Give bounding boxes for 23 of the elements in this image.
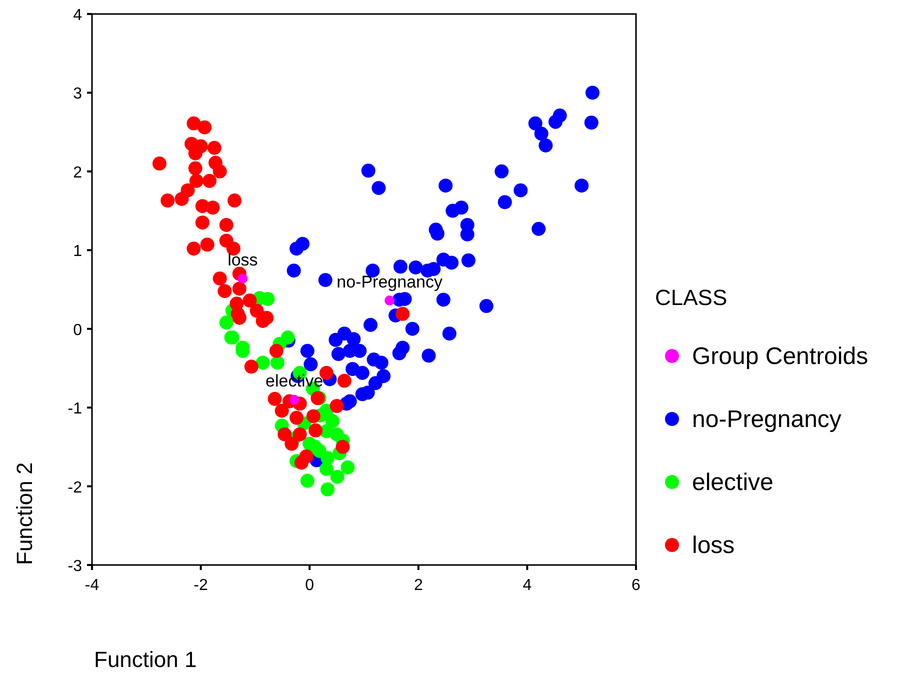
y-axis-title: Function 2 — [12, 462, 37, 565]
x-tick-label: 0 — [305, 577, 314, 594]
y-tick-label: 2 — [73, 164, 82, 182]
legend-label: Group Centroids — [692, 343, 868, 370]
y-tick-label: 1 — [73, 243, 82, 260]
y-tick-label: -2 — [68, 479, 82, 496]
y-tick-label: 0 — [73, 322, 82, 339]
x-tick-label: 6 — [632, 577, 641, 594]
legend-label: no-Pregnancy — [692, 406, 842, 433]
annotation: no-Pregnancy — [336, 272, 443, 292]
x-tick-label: -4 — [84, 577, 100, 594]
x-tick-label: -2 — [194, 577, 208, 594]
x-axis-title: Function 1 — [94, 647, 197, 672]
x-tick-label: 2 — [414, 577, 423, 594]
x-tick-label: 4 — [522, 577, 532, 594]
legend-label: elective — [692, 469, 774, 496]
legend-title: CLASS — [655, 285, 728, 310]
annotation: loss — [228, 250, 258, 270]
y-tick-label: 3 — [73, 86, 82, 103]
legend-label: loss — [692, 532, 735, 559]
y-tick-label: -3 — [68, 558, 82, 575]
y-tick-label: 4 — [73, 7, 82, 24]
y-tick-label: -1 — [68, 400, 82, 418]
